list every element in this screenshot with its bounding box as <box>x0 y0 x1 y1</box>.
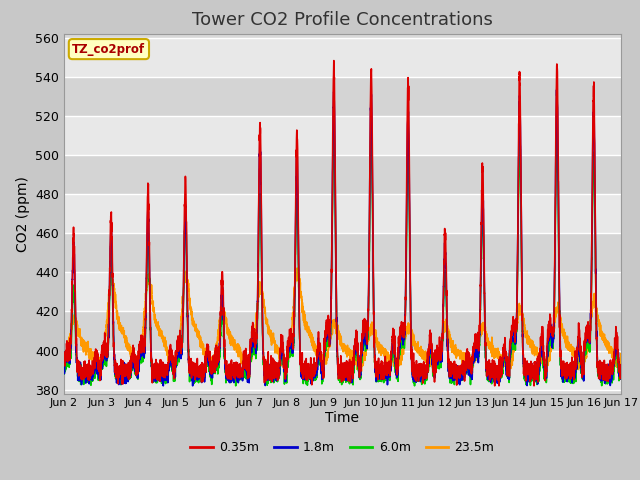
Bar <box>64 155 621 194</box>
1.8m <box>322 336 330 342</box>
23.5m <box>617 357 625 362</box>
0.35m <box>499 349 507 355</box>
23.5m <box>160 342 168 348</box>
Bar <box>64 194 621 233</box>
Bar <box>64 272 621 312</box>
Text: TZ_co2prof: TZ_co2prof <box>72 43 145 56</box>
0.35m <box>617 362 625 368</box>
1.8m <box>161 368 168 373</box>
Title: Tower CO2 Profile Concentrations: Tower CO2 Profile Concentrations <box>192 11 493 29</box>
1.8m <box>617 375 625 381</box>
Y-axis label: CO2 (ppm): CO2 (ppm) <box>15 176 29 252</box>
6.0m <box>616 376 624 382</box>
6.0m <box>468 372 476 377</box>
0.35m <box>60 350 68 356</box>
6.0m <box>160 378 168 384</box>
1.8m <box>60 364 68 370</box>
1.8m <box>499 355 507 361</box>
0.35m <box>491 383 499 389</box>
Bar <box>64 37 621 77</box>
0.35m <box>330 58 338 63</box>
Legend: 0.35m, 1.8m, 6.0m, 23.5m: 0.35m, 1.8m, 6.0m, 23.5m <box>186 436 499 459</box>
23.5m <box>616 358 624 364</box>
0.35m <box>616 367 624 373</box>
0.35m <box>436 344 444 350</box>
0.35m <box>160 366 168 372</box>
0.35m <box>467 359 475 365</box>
6.0m <box>617 370 625 375</box>
23.5m <box>60 361 68 367</box>
0.35m <box>322 330 330 336</box>
Bar <box>64 312 621 350</box>
Line: 23.5m: 23.5m <box>64 268 621 372</box>
Line: 1.8m: 1.8m <box>64 88 621 386</box>
Bar <box>64 350 621 390</box>
1.8m <box>467 371 475 376</box>
Bar <box>64 116 621 155</box>
X-axis label: Time: Time <box>325 411 360 425</box>
6.0m <box>232 383 239 389</box>
1.8m <box>159 383 167 389</box>
6.0m <box>322 342 330 348</box>
1.8m <box>553 85 561 91</box>
23.5m <box>436 351 444 357</box>
6.0m <box>330 128 338 134</box>
6.0m <box>436 359 444 364</box>
23.5m <box>322 360 330 366</box>
Bar <box>64 77 621 116</box>
Line: 0.35m: 0.35m <box>64 60 621 386</box>
1.8m <box>436 349 444 355</box>
Bar <box>64 233 621 272</box>
23.5m <box>468 356 476 362</box>
23.5m <box>293 265 301 271</box>
6.0m <box>60 369 68 375</box>
23.5m <box>358 369 365 374</box>
Line: 6.0m: 6.0m <box>64 131 621 386</box>
6.0m <box>499 357 507 363</box>
23.5m <box>499 360 507 366</box>
1.8m <box>616 371 624 376</box>
